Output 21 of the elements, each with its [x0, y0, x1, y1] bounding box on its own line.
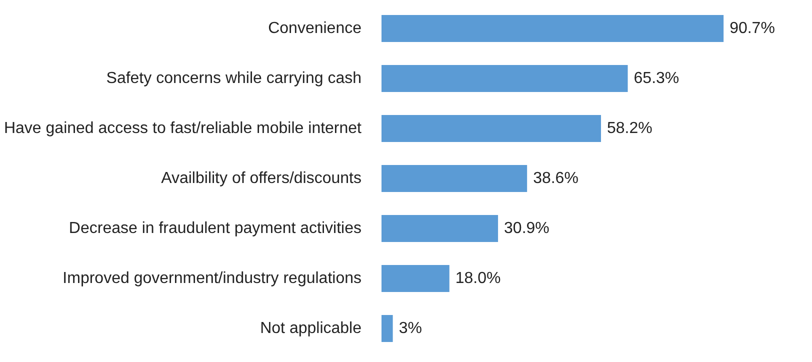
- y-tick-label: Convenience: [268, 20, 362, 37]
- bar: [382, 265, 450, 292]
- data-label: 58.2%: [606, 120, 652, 137]
- bar: [382, 15, 724, 42]
- y-tick-label: Have gained access to fast/reliable mobile internet: [4, 120, 362, 137]
- bar: [382, 315, 393, 342]
- data-label: 90.7%: [730, 20, 775, 37]
- bar: [382, 65, 628, 92]
- y-tick-label: Decrease in fraudulent payment activities: [68, 220, 362, 237]
- bar: [382, 165, 528, 192]
- data-label: 30.9%: [504, 220, 550, 237]
- data-label: 38.6%: [533, 170, 578, 187]
- y-tick-label: Safety concerns while carrying cash: [106, 70, 362, 87]
- y-tick-label: Improved government/industry regulations: [62, 270, 362, 287]
- bar: [382, 215, 498, 242]
- y-tick-label: Not applicable: [260, 320, 362, 337]
- y-tick-label: Availbility of offers/discounts: [161, 170, 362, 187]
- data-label: 65.3%: [634, 70, 680, 87]
- bar: [382, 115, 601, 142]
- data-label: 18.0%: [455, 270, 501, 287]
- data-label: 3%: [398, 320, 422, 337]
